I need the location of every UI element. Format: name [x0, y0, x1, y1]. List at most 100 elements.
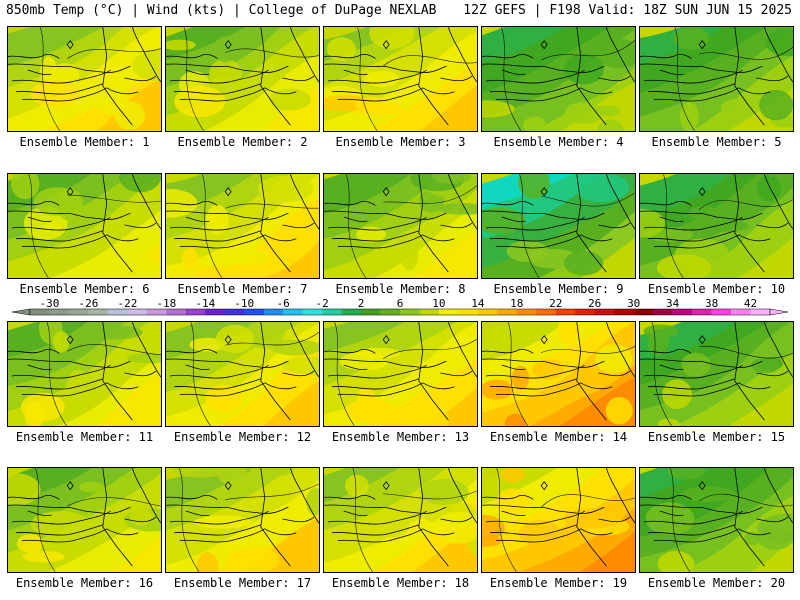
run-valid-time: 12Z GEFS | F198 Valid: 18Z SUN JUN 15 20… — [463, 3, 792, 18]
colorbar-swatch — [633, 309, 654, 315]
ensemble-member-label: Ensemble Member: 1 — [19, 135, 150, 149]
colorbar-swatch — [361, 309, 381, 315]
ensemble-member-label: Ensemble Member: 14 — [489, 430, 628, 444]
ensemble-member-label: Ensemble Member: 4 — [493, 135, 624, 149]
colorbar-swatch — [594, 309, 615, 315]
colorbar-swatch — [166, 309, 187, 315]
ensemble-member-map — [7, 26, 162, 132]
ensemble-member-map — [639, 321, 794, 427]
ensemble-member-map — [639, 467, 794, 573]
colorbar-swatch — [692, 309, 712, 315]
colorbar-swatch — [555, 309, 576, 315]
colorbar-swatch — [30, 309, 50, 315]
ensemble-member-label: Ensemble Member: 19 — [489, 576, 628, 590]
ensemble-member-map — [639, 26, 794, 132]
colorbar-left-arrow — [11, 308, 31, 316]
ensemble-member-label: Ensemble Member: 17 — [173, 576, 312, 590]
ensemble-member-map — [481, 173, 636, 279]
ensemble-member-map — [323, 173, 478, 279]
colorbar-swatch — [68, 309, 89, 315]
colorbar-tick-label: -26 — [78, 297, 98, 310]
colorbar-tick-label: 26 — [588, 297, 601, 310]
ensemble-member-label: Ensemble Member: 8 — [335, 282, 466, 296]
colorbar-swatch — [49, 309, 70, 315]
colorbar-tick-label: -22 — [117, 297, 137, 310]
ensemble-member-map — [165, 173, 320, 279]
colorbar-swatch — [750, 309, 771, 315]
ensemble-member-label: Ensemble Member: 3 — [335, 135, 466, 149]
colorbar-tick-label: -30 — [40, 297, 60, 310]
colorbar-swatch — [477, 309, 498, 315]
colorbar-tick-label: -6 — [277, 297, 290, 310]
colorbar-tick-label: 6 — [397, 297, 404, 310]
colorbar-swatch — [614, 309, 634, 315]
colorbar-swatch — [322, 309, 342, 315]
temperature-colorbar: -30 -26 -22 -18 -14 -10 -6 -2 2 6 10 14 18 22 26 30 34 38… — [11, 297, 789, 316]
colorbar-swatch — [107, 309, 128, 315]
ensemble-member-map — [165, 467, 320, 573]
ensemble-member-label: Ensemble Member: 20 — [647, 576, 786, 590]
colorbar-tick-label: 10 — [432, 297, 445, 310]
colorbar-swatch — [575, 309, 596, 315]
colorbar-swatch — [497, 309, 518, 315]
colorbar-tick-label: -18 — [156, 297, 176, 310]
ensemble-member-map — [481, 26, 636, 132]
colorbar-swatch — [127, 309, 148, 315]
ensemble-member-map — [481, 321, 636, 427]
colorbar-tick-label: 42 — [744, 297, 757, 310]
ensemble-member-map — [323, 467, 478, 573]
ensemble-member-map — [7, 321, 162, 427]
ensemble-member-map — [7, 173, 162, 279]
colorbar-tick-label: 22 — [549, 297, 562, 310]
colorbar-tick-label: 34 — [666, 297, 680, 310]
ensemble-member-label: Ensemble Member: 9 — [493, 282, 624, 296]
ensemble-member-map — [481, 467, 636, 573]
chart-title: 850mb Temp (°C) | Wind (kts) | College o… — [6, 3, 437, 18]
ensemble-member-map — [165, 26, 320, 132]
colorbar-tick-label: 18 — [510, 297, 523, 310]
colorbar-tick-label: 30 — [627, 297, 640, 310]
ensemble-member-label: Ensemble Member: 10 — [647, 282, 786, 296]
colorbar-swatch — [341, 309, 362, 315]
colorbar-swatch — [283, 309, 303, 315]
colorbar-swatch — [380, 309, 401, 315]
colorbar-tick-label: -10 — [234, 297, 254, 310]
colorbar-swatch — [711, 309, 732, 315]
colorbar-tick-label: -14 — [195, 297, 215, 310]
ensemble-member-map — [323, 26, 478, 132]
ensemble-member-label: Ensemble Member: 16 — [15, 576, 154, 590]
colorbar-swatch — [672, 309, 693, 315]
ensemble-member-label: Ensemble Member: 7 — [177, 282, 308, 296]
colorbar-swatch — [185, 309, 206, 315]
colorbar-swatch — [516, 309, 537, 315]
ensemble-member-label: Ensemble Member: 18 — [331, 576, 470, 590]
colorbar-right-arrow — [769, 308, 789, 316]
colorbar-tick-label: -2 — [315, 297, 328, 310]
colorbar-tick-label: 38 — [705, 297, 718, 310]
ensemble-member-label: Ensemble Member: 5 — [651, 135, 782, 149]
colorbar-swatch — [263, 309, 284, 315]
colorbar-swatch — [302, 309, 323, 315]
ensemble-member-map — [165, 321, 320, 427]
ensemble-member-label: Ensemble Member: 6 — [19, 282, 150, 296]
colorbar-swatch — [731, 309, 751, 315]
colorbar-swatch — [536, 309, 557, 315]
colorbar-swatch — [146, 309, 167, 315]
colorbar-swatch — [419, 309, 440, 315]
ensemble-member-label: Ensemble Member: 12 — [173, 430, 312, 444]
colorbar-swatch — [205, 309, 226, 315]
colorbar-tick-label: 14 — [471, 297, 485, 310]
colorbar-swatch — [88, 309, 109, 315]
colorbar-tick-label: 2 — [358, 297, 365, 310]
ensemble-member-map — [7, 467, 162, 573]
colorbar-swatch — [653, 309, 673, 315]
colorbar-swatch — [438, 309, 459, 315]
ensemble-member-map — [323, 321, 478, 427]
colorbar-swatch — [244, 309, 264, 315]
colorbar-swatch — [400, 309, 420, 315]
ensemble-member-label: Ensemble Member: 2 — [177, 135, 308, 149]
ensemble-member-label: Ensemble Member: 11 — [15, 430, 154, 444]
ensemble-member-label: Ensemble Member: 13 — [331, 430, 470, 444]
colorbar-swatch — [224, 309, 245, 315]
ensemble-member-map — [639, 173, 794, 279]
